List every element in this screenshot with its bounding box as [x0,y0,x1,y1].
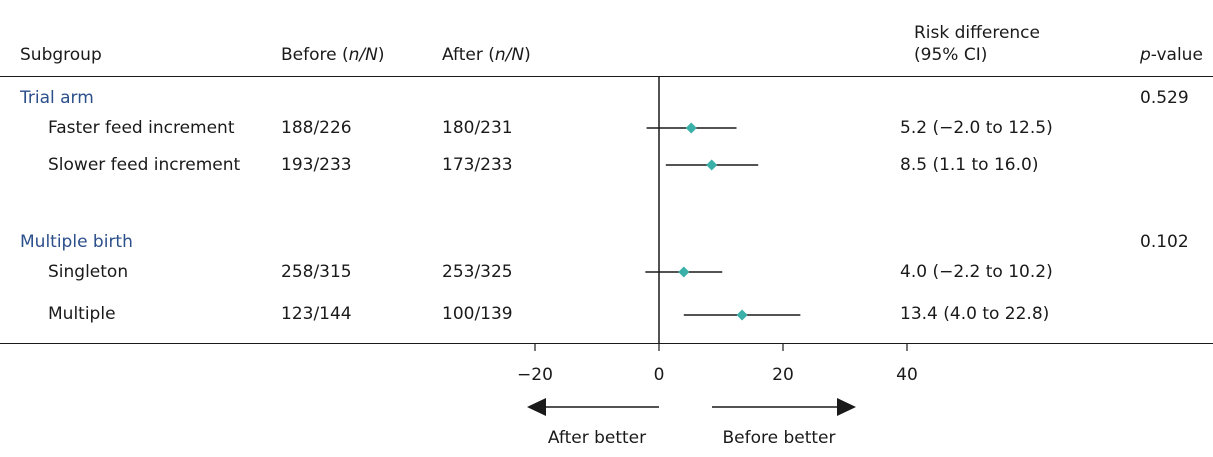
row-label: Faster feed increment [48,118,235,138]
header-before: Before (n/N) [281,45,385,65]
before-better-arrowhead [837,398,856,416]
header-subgroup: Subgroup [20,45,102,65]
row-label: Slower feed increment [48,155,241,175]
row-after: 173/233 [442,155,513,175]
group-label: Trial arm [20,88,94,108]
row-before: 123/144 [281,304,352,324]
x-tick-label: 0 [654,365,665,385]
header-rule [0,76,1213,77]
header-after: After (n/N) [442,45,531,65]
point-estimate [706,159,718,171]
point-estimate [736,309,748,321]
group-label: Multiple birth [20,232,133,252]
row-ci-text: 13.4 (4.0 to 22.8) [900,304,1050,324]
x-tick-label: 20 [772,365,794,385]
axis-rule [0,343,1213,344]
row-after: 100/139 [442,304,513,324]
row-label: Singleton [48,262,129,282]
row-ci-text: 4.0 (−2.2 to 10.2) [900,262,1053,282]
before-better-label: Before better [722,428,835,448]
x-tick-label: −20 [517,365,553,385]
row-before: 258/315 [281,262,352,282]
row-after: 180/231 [442,118,513,138]
header-ci: (95% CI) [914,45,988,65]
row-before: 188/226 [281,118,352,138]
point-estimate [685,122,697,134]
after-better-label: After better [548,428,646,448]
x-tick-label: 40 [896,365,918,385]
header-risk-difference: Risk difference [914,23,1040,43]
group-pvalue: 0.529 [1140,88,1189,108]
group-pvalue: 0.102 [1140,232,1189,252]
header-pvalue: p-value [1140,45,1203,65]
row-after: 253/325 [442,262,513,282]
row-before: 193/233 [281,155,352,175]
row-ci-text: 5.2 (−2.0 to 12.5) [900,118,1053,138]
point-estimate [678,266,690,278]
row-ci-text: 8.5 (1.1 to 16.0) [900,155,1039,175]
row-label: Multiple [48,304,116,324]
after-better-arrowhead [527,398,546,416]
